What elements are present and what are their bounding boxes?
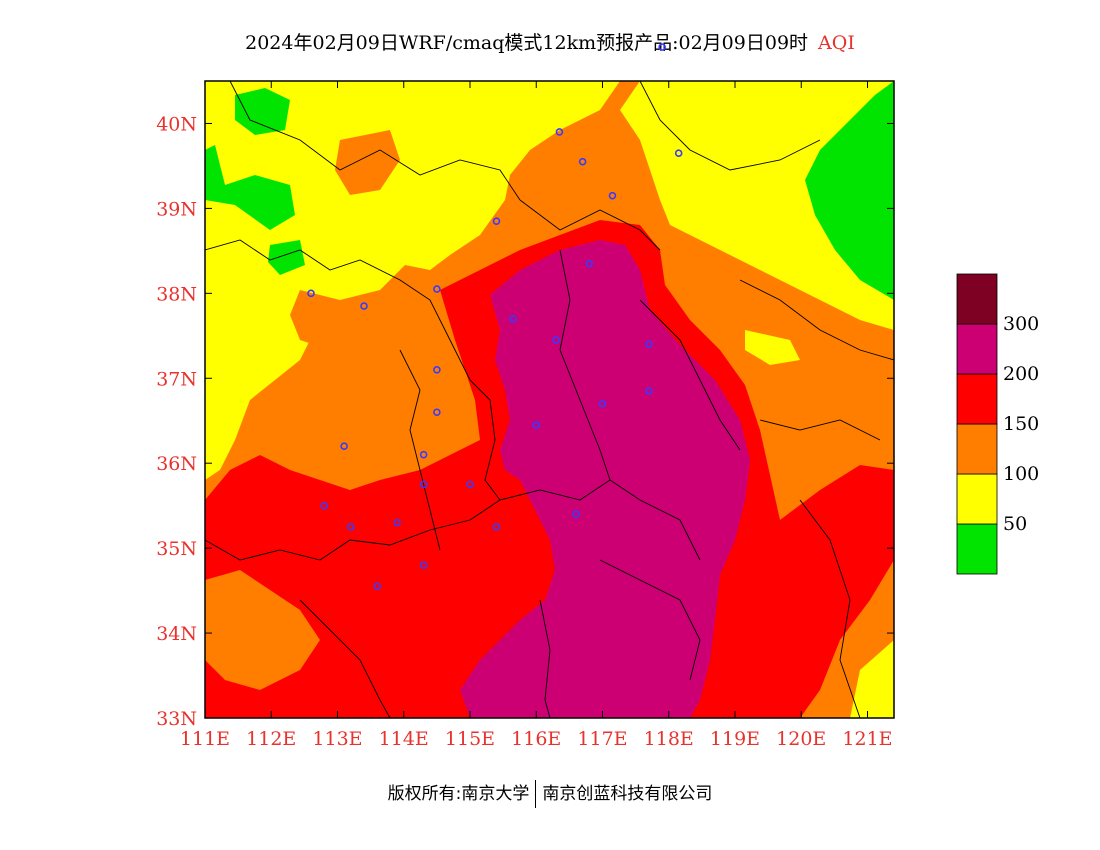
station-marker (555, 128, 564, 136)
title-variable: AQI (818, 32, 855, 54)
station-marker (608, 191, 617, 200)
legend-swatch (956, 373, 998, 425)
lat-tick-label: 35N (156, 538, 197, 560)
border-line-1 (229, 81, 521, 201)
aqi-region-orange-patch1 (335, 130, 400, 195)
station-marker (572, 510, 580, 518)
station-marker (433, 365, 441, 374)
legend-label: 200 (1003, 363, 1039, 385)
lon-tick-label: 120E (776, 728, 826, 750)
lat-tick-label: 39N (156, 198, 197, 220)
border-line-11 (739, 279, 894, 361)
station-marker (492, 523, 501, 531)
lon-tick-label: 115E (445, 728, 495, 750)
border-line-4 (484, 399, 701, 561)
lon-tick-label: 114E (379, 728, 429, 750)
station-marker (585, 259, 594, 268)
station-marker (307, 289, 315, 298)
aqi-legend: 50 100 150 200 300 (956, 273, 1039, 575)
copyright-text: 版权所有:南京大学 (387, 784, 530, 804)
lon-tick-label: 116E (511, 728, 561, 750)
border-line-8 (639, 299, 741, 451)
aqi-region-green-west (205, 145, 295, 230)
station-marker (492, 217, 501, 225)
station-marker (419, 480, 428, 489)
aqi-region-orange-inset (205, 570, 320, 690)
lon-tick-label: 111E (180, 728, 230, 750)
lat-tick-label: 38N (156, 283, 197, 305)
border-line-6 (399, 349, 441, 551)
lat-tick-label: 36N (156, 453, 197, 475)
station-marker (645, 387, 653, 395)
aqi-region-orange-patch2 (290, 290, 350, 350)
province-borders (205, 81, 894, 718)
aqi-region-green-north (235, 88, 290, 135)
chart-title: 2024年02月09日WRF/cmaq模式12km预报产品:02月09日09时 A… (0, 28, 1100, 55)
lon-tick-label: 112E (246, 728, 296, 750)
legend-swatch (956, 523, 998, 575)
aqi-region-yellow-patch (745, 330, 800, 365)
station-marker (393, 518, 401, 527)
station-marker (466, 480, 474, 489)
station-marker (346, 523, 355, 531)
lon-tick-label: 119E (710, 728, 760, 750)
lat-tick-label: 40N (156, 113, 197, 135)
lon-tick-label: 118E (644, 728, 694, 750)
legend-swatch (956, 473, 998, 525)
aqi-region-yellow-northwest (205, 81, 620, 480)
station-marker (373, 582, 382, 591)
border-line-2 (205, 239, 491, 401)
lat-tick-label: 33N (156, 708, 197, 730)
border-line-5 (205, 499, 501, 561)
station-marker (598, 399, 607, 408)
company-text: 南京创蓝科技有限公司 (542, 784, 713, 804)
aqi-region-green-east (805, 81, 894, 300)
border-line-12 (759, 419, 881, 441)
legend-label: 150 (1003, 413, 1039, 435)
title-text: 2024年02月09日WRF/cmaq模式12km预报产品:02月09日09时 (245, 32, 809, 54)
station-marker (532, 421, 541, 429)
station-marker (578, 157, 587, 166)
legend-label: 100 (1003, 463, 1039, 485)
station-marker (433, 408, 441, 417)
border-line-14 (639, 81, 821, 171)
map-ticks: 111E 112E 113E 114E 115E 116E 117E 118E 119E 120E… (156, 81, 894, 750)
border-line-13 (299, 599, 391, 718)
legend-label: 300 (1003, 313, 1039, 335)
legend-swatch (956, 423, 998, 475)
border-line-3 (519, 199, 661, 251)
aqi-region-yellow-southeast (850, 640, 894, 718)
border-line-10 (599, 559, 701, 681)
footer: 版权所有:南京大学 南京创蓝科技有限公司 (0, 779, 1100, 808)
station-marker (658, 43, 666, 51)
aqi-region-yellow-northeast (620, 81, 894, 330)
border-line-15 (799, 499, 861, 718)
station-marker (674, 149, 683, 157)
station-marker (509, 315, 517, 323)
lon-tick-label: 121E (842, 728, 892, 750)
legend-swatch (956, 273, 998, 325)
lat-tick-label: 37N (156, 368, 197, 390)
legend-swatch (956, 323, 998, 375)
legend-label: 50 (1003, 513, 1027, 535)
station-marker (360, 302, 368, 310)
border-line-7 (559, 249, 611, 481)
station-marker (340, 442, 348, 451)
station-marker (419, 561, 428, 569)
footer-separator (535, 780, 537, 808)
map-frame (204, 80, 895, 719)
lat-tick-label: 34N (156, 623, 197, 645)
station-marker (645, 340, 653, 349)
station-marker (433, 285, 441, 293)
station-markers (307, 43, 683, 591)
station-marker (320, 501, 329, 510)
aqi-region-green-patch (268, 240, 305, 275)
lon-tick-label: 113E (312, 728, 362, 750)
station-marker (552, 336, 560, 344)
border-line-9 (539, 599, 551, 718)
aqi-field (205, 81, 894, 718)
station-marker (419, 450, 428, 459)
lon-tick-label: 117E (577, 728, 627, 750)
